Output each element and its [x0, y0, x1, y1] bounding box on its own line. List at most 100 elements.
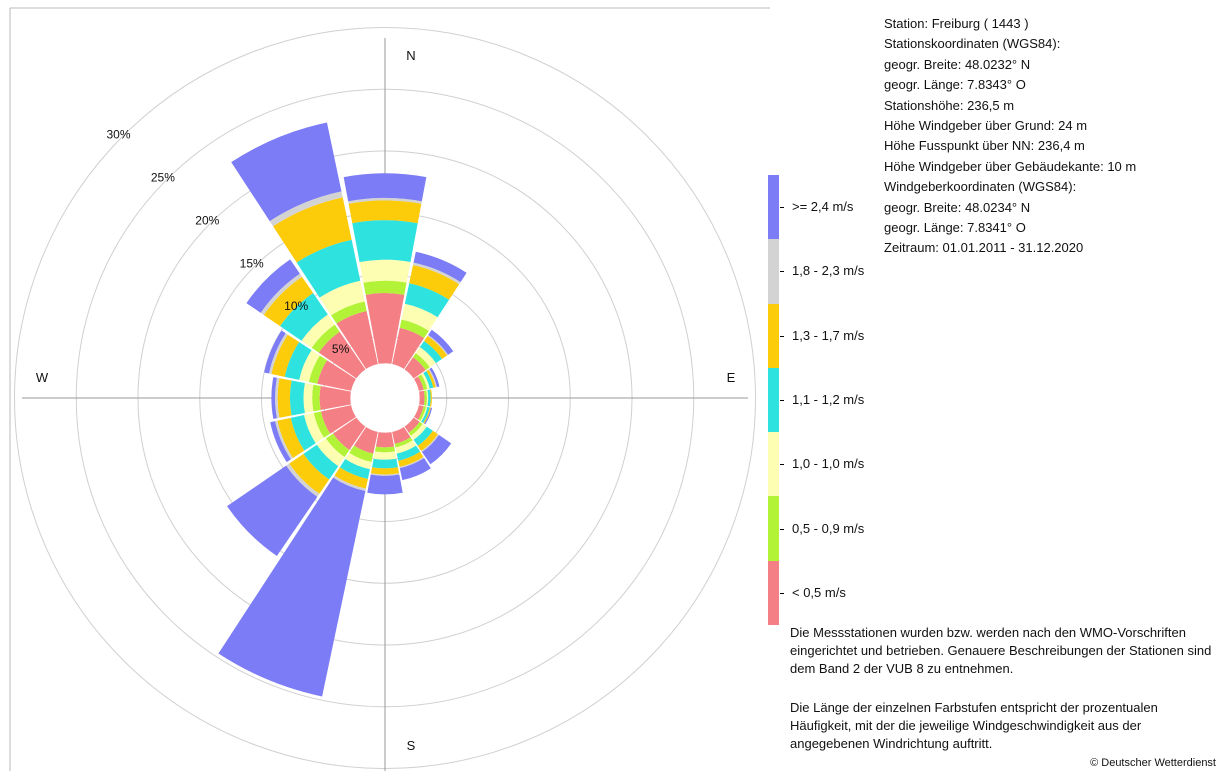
rose-segment-ene: [421, 373, 430, 390]
rose-segment-wnw: [317, 360, 357, 391]
rose-segment-sw: [303, 444, 339, 480]
rose-segment-ne: [427, 334, 449, 356]
compass-label: E: [727, 370, 736, 385]
rose-segment-wnw: [308, 355, 328, 384]
station-info-line: geogr. Breite: 48.0234° N: [884, 199, 1031, 215]
rose-segment-nnw: [319, 280, 365, 316]
legend-swatch: [768, 367, 779, 433]
rose-segment-nnw: [273, 197, 352, 263]
rose-segment-wsw: [270, 421, 291, 463]
compass-label: S: [407, 738, 416, 753]
rose-segment-nne: [413, 262, 461, 285]
rose-segment-ese: [420, 406, 428, 422]
rose-segment-sse: [396, 445, 421, 461]
rose-segment-nw: [280, 293, 328, 341]
station-info: Station: Freiburg ( 1443 ) Stationskoordi…: [884, 14, 1214, 259]
radial-tick-label: 20%: [195, 213, 219, 227]
station-info-line: Höhe Fusspunkt über NN: 236,4 m: [884, 138, 1085, 154]
rose-segment-se: [421, 434, 440, 453]
legend-label: 1,8 - 2,3 m/s: [792, 263, 865, 279]
rose-segment-sse: [394, 437, 413, 448]
station-info-line: Höhe Windgeber über Gebäudekante: 10 m: [884, 158, 1137, 174]
rose-segment-se: [410, 423, 427, 440]
rose-segment-ne: [424, 335, 448, 359]
rose-segment-s: [370, 473, 400, 476]
rose-segment-n: [348, 200, 422, 224]
rose-segment-ene: [429, 367, 440, 388]
rose-segment-ne: [415, 347, 436, 368]
station-info-line: Windgeberkoordinaten (WGS84):: [884, 179, 1077, 195]
rose-segment-s: [373, 451, 397, 460]
station-info-line: Stationskoordinaten (WGS84):: [884, 36, 1061, 52]
rose-segment-s: [370, 467, 400, 475]
radial-tick-label: 10%: [284, 299, 308, 313]
rose-segment-sw: [316, 438, 345, 467]
rose-segment-e: [429, 389, 432, 407]
rose-segment-ese: [421, 406, 430, 423]
rose-segment-ssw: [333, 475, 366, 492]
legend-tick: [780, 528, 784, 530]
rose-segment-wsw: [304, 413, 324, 444]
speed-legend: >= 2,4 m/s 1,8 - 2,3 m/s 1,3 - 1,7 m/s 1,1 …: [768, 175, 878, 625]
rose-segment-nne: [392, 327, 425, 370]
rose-segment-ne: [419, 340, 443, 364]
rose-segment-nnw: [231, 122, 342, 222]
rose-segment-se: [421, 434, 452, 465]
legend-label: < 0,5 m/s: [792, 584, 846, 600]
rose-segment-wnw: [268, 333, 288, 375]
rose-segment-w: [289, 380, 305, 416]
rose-segment-se: [417, 430, 438, 451]
rose-segment-sse: [399, 456, 425, 469]
legend-tick: [780, 271, 784, 273]
rose-segment-wnw: [299, 350, 320, 382]
station-info-line: Stationshöhe: 236,5 m: [884, 97, 1015, 113]
rose-segment-ssw: [353, 426, 378, 454]
rose-segment-se: [408, 421, 423, 436]
radial-tick-label: 25%: [151, 171, 175, 185]
rose-segment-ese: [423, 407, 431, 424]
rose-segment-n: [343, 173, 427, 202]
rose-segment-sse: [398, 451, 424, 467]
legend-label: 0,5 - 0,9 m/s: [792, 520, 865, 536]
rose-segment-nnw: [336, 310, 378, 370]
rose-segment-e: [427, 389, 431, 407]
legend-tick: [780, 335, 784, 337]
rose-segment-ene: [426, 369, 436, 388]
rose-segment-ssw: [339, 459, 370, 479]
station-info-line: geogr. Länge: 7.8341° O: [884, 220, 1026, 236]
rose-segment-wsw: [275, 420, 293, 460]
rose-segment-e: [423, 390, 427, 406]
rose-segment-e: [426, 390, 429, 406]
rose-segment-ene: [418, 374, 428, 390]
wind-rose-chart: 5% 10% 15% 20% 25% 30% N E S W: [9, 7, 770, 771]
legend-tick: [780, 592, 784, 594]
rose-segment-sse: [395, 440, 417, 454]
rose-segment-sw: [289, 453, 330, 494]
copyright-text: © Deutscher Wetterdienst: [1090, 757, 1216, 769]
legend-tick: [780, 400, 784, 401]
rose-segment-wnw: [264, 330, 286, 374]
rose-segment-nne: [399, 319, 429, 338]
legend-tick: [780, 207, 784, 209]
rose-segment-nw: [263, 276, 314, 327]
rose-segment-nw: [311, 324, 340, 353]
rose-segment-wnw: [284, 342, 312, 380]
rose-segment-ene: [413, 376, 424, 391]
rose-segment-sse: [399, 458, 431, 481]
rose-segment-se: [413, 426, 433, 446]
legend-label: 1,3 - 1,7 m/s: [792, 327, 865, 343]
rose-segment-wsw: [313, 411, 331, 438]
legend-swatch: [768, 239, 779, 304]
rose-segment-nne: [404, 283, 450, 318]
rose-segment-ssw: [349, 445, 374, 463]
rose-segment-ne: [428, 329, 454, 355]
rose-segment-w: [271, 377, 277, 419]
legend-swatch: [768, 432, 779, 497]
rose-segment-ese: [424, 407, 433, 425]
rose-segment-ese: [413, 405, 424, 420]
rose-segment-ssw: [334, 467, 368, 489]
rose-segment-nw: [246, 259, 300, 313]
rose-segment-nw: [318, 331, 366, 379]
rose-segment-nnw: [269, 191, 343, 227]
rose-segment-e: [418, 390, 425, 406]
